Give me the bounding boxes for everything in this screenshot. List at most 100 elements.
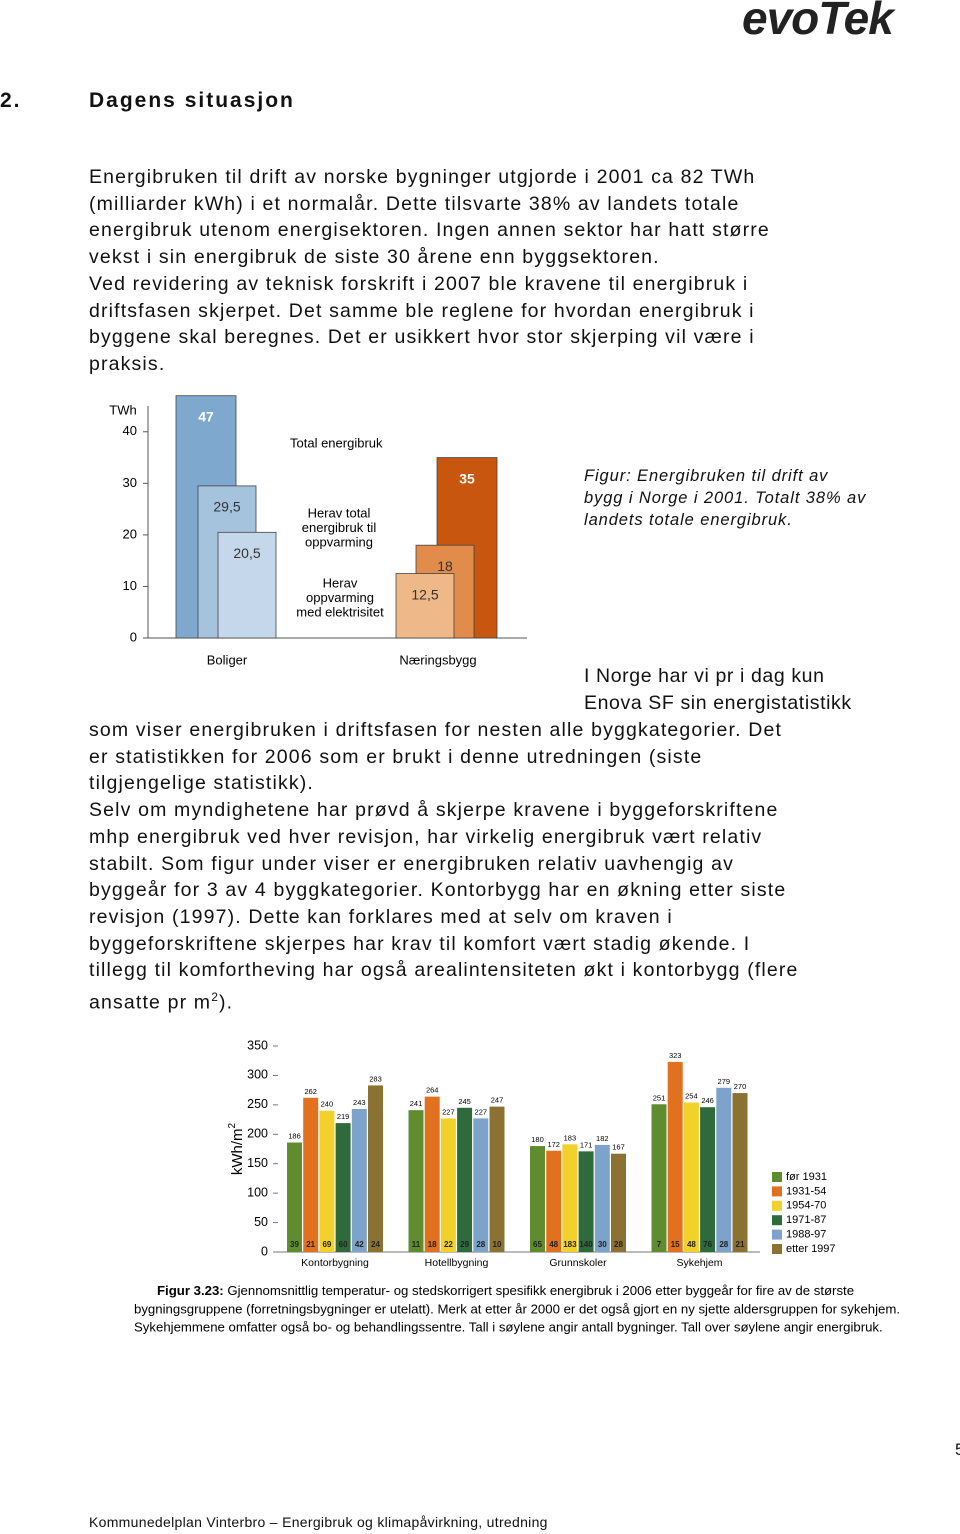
bar [395, 573, 455, 639]
text-line: Enova SF sin energistatistikk [584, 691, 852, 714]
text-line: driftsfasen skjerpet. Det samme ble regl… [89, 299, 755, 322]
data-label: 180 [531, 1135, 544, 1144]
y-tick-label: 50 [254, 1215, 268, 1229]
y-tick-label: 300 [247, 1068, 268, 1082]
bar [335, 1123, 351, 1252]
bar [716, 1087, 732, 1252]
bar [287, 1142, 302, 1252]
data-label: 283 [369, 1074, 382, 1083]
figure-caption: Sykehjemmene omfatter også bo- og behand… [134, 1319, 883, 1334]
bar [700, 1107, 716, 1252]
y-tick-label: 30 [123, 475, 137, 490]
bar [611, 1153, 626, 1252]
bar [440, 1118, 456, 1252]
legend-swatch [772, 1186, 782, 1197]
bar [594, 1144, 610, 1252]
data-label: 270 [734, 1082, 747, 1091]
y-tick-label: 150 [247, 1156, 268, 1170]
data-label: 227 [475, 1107, 488, 1116]
data-label: 18 [437, 558, 453, 574]
text-line: byggene skal beregnes. Det er usikkert h… [89, 326, 755, 349]
legend-swatch [772, 1200, 782, 1211]
legend-label: 1971-87 [786, 1214, 826, 1226]
y-tick-label: 100 [247, 1185, 268, 1199]
data-label: 47 [198, 408, 214, 424]
text-line: er statistikken for 2006 som er brukt i … [89, 745, 703, 768]
data-label: 183 [564, 1133, 577, 1142]
text-line: revisjon (1997). Dette kan forklares med… [89, 905, 673, 928]
y-axis-label-sup: 2 [227, 1122, 238, 1128]
data-label: 262 [304, 1087, 317, 1096]
bar [319, 1110, 335, 1252]
count-label: 29 [460, 1240, 469, 1249]
count-label: 65 [533, 1240, 542, 1249]
count-label: 48 [549, 1240, 558, 1249]
text-line: Selv om myndighetene har prøvd å skjerpe… [89, 799, 779, 822]
data-label: 247 [491, 1096, 504, 1105]
text-line: (milliarder kWh) i et normalår. Dette ti… [89, 192, 740, 215]
count-label: 22 [444, 1240, 453, 1249]
data-label: 279 [718, 1077, 731, 1086]
data-label: 241 [410, 1099, 423, 1108]
count-label: 28 [719, 1240, 728, 1249]
data-label: 186 [288, 1132, 301, 1141]
figure-caption: bygningsgruppene (forretningsbygninger e… [134, 1301, 900, 1316]
text-line: byggeforskriftene skjerpes har krav til … [89, 932, 751, 955]
data-label: 246 [701, 1096, 714, 1105]
legend-swatch [772, 1229, 782, 1240]
count-label: 21 [306, 1240, 315, 1249]
data-label: 245 [458, 1097, 471, 1106]
figure-caption: bygg i Norge i 2001. Totalt 38% av [584, 489, 867, 507]
annotation: med elektrisitet [296, 604, 384, 619]
y-tick-label: 10 [123, 578, 137, 593]
count-label: 28 [476, 1240, 485, 1249]
text-line: Ved revidering av teknisk forskrift i 20… [89, 272, 749, 295]
count-label: 60 [339, 1240, 348, 1249]
text-line: energibruk utenom energisektoren. Ingen … [89, 219, 770, 242]
annotation: energibruk til [302, 520, 377, 535]
count-label: 140 [579, 1240, 593, 1249]
bar [562, 1144, 578, 1252]
text-part: 2 [211, 990, 220, 1004]
legend-label: før 1931 [786, 1171, 827, 1183]
data-label: 35 [459, 470, 475, 486]
heading-number: 2. [0, 89, 22, 112]
y-tick-label: 0 [261, 1244, 268, 1258]
annotation: Herav [323, 575, 358, 590]
caption-label: Figur 3.23: [157, 1283, 224, 1298]
count-label: 7 [657, 1240, 662, 1249]
count-label: 11 [412, 1240, 421, 1249]
y-tick-label: 20 [123, 526, 137, 541]
bar [368, 1085, 383, 1252]
data-label: 227 [442, 1107, 455, 1116]
text-line: stabilt. Som figur under viser er energi… [89, 852, 735, 875]
data-label: 251 [653, 1093, 666, 1102]
data-label: 172 [547, 1140, 560, 1149]
bar [732, 1093, 748, 1252]
data-label: 167 [612, 1143, 625, 1152]
figure-caption: Figur 3.23: Gjennomsnittlig temperatur- … [157, 1283, 854, 1298]
data-label: 12,5 [411, 586, 438, 602]
legend-label: 1988-97 [786, 1229, 826, 1241]
x-tick-label: Sykehjem [676, 1257, 722, 1269]
footer: Kommunedelplan Vinterbro – Energibruk og… [89, 1514, 548, 1530]
text-line: praksis. [89, 352, 166, 375]
count-label: 69 [322, 1240, 331, 1249]
data-label: 29,5 [213, 499, 240, 515]
heading-title: Dagens situasjon [89, 89, 295, 112]
count-label: 183 [563, 1240, 577, 1249]
bar [651, 1104, 667, 1252]
bar [489, 1106, 505, 1252]
count-label: 24 [371, 1240, 380, 1249]
y-tick-label: 350 [247, 1038, 268, 1052]
annotation: oppvarming [306, 590, 374, 605]
bar [667, 1061, 683, 1252]
y-tick-label: 250 [247, 1097, 268, 1111]
count-label: 28 [614, 1240, 623, 1249]
annotation: Herav total [308, 505, 371, 520]
data-label: 219 [337, 1112, 350, 1121]
count-label: 15 [671, 1240, 680, 1249]
count-label: 30 [598, 1240, 607, 1249]
figure-caption: Figur: Energibruken til drift av [584, 467, 829, 485]
count-label: 18 [428, 1240, 437, 1249]
